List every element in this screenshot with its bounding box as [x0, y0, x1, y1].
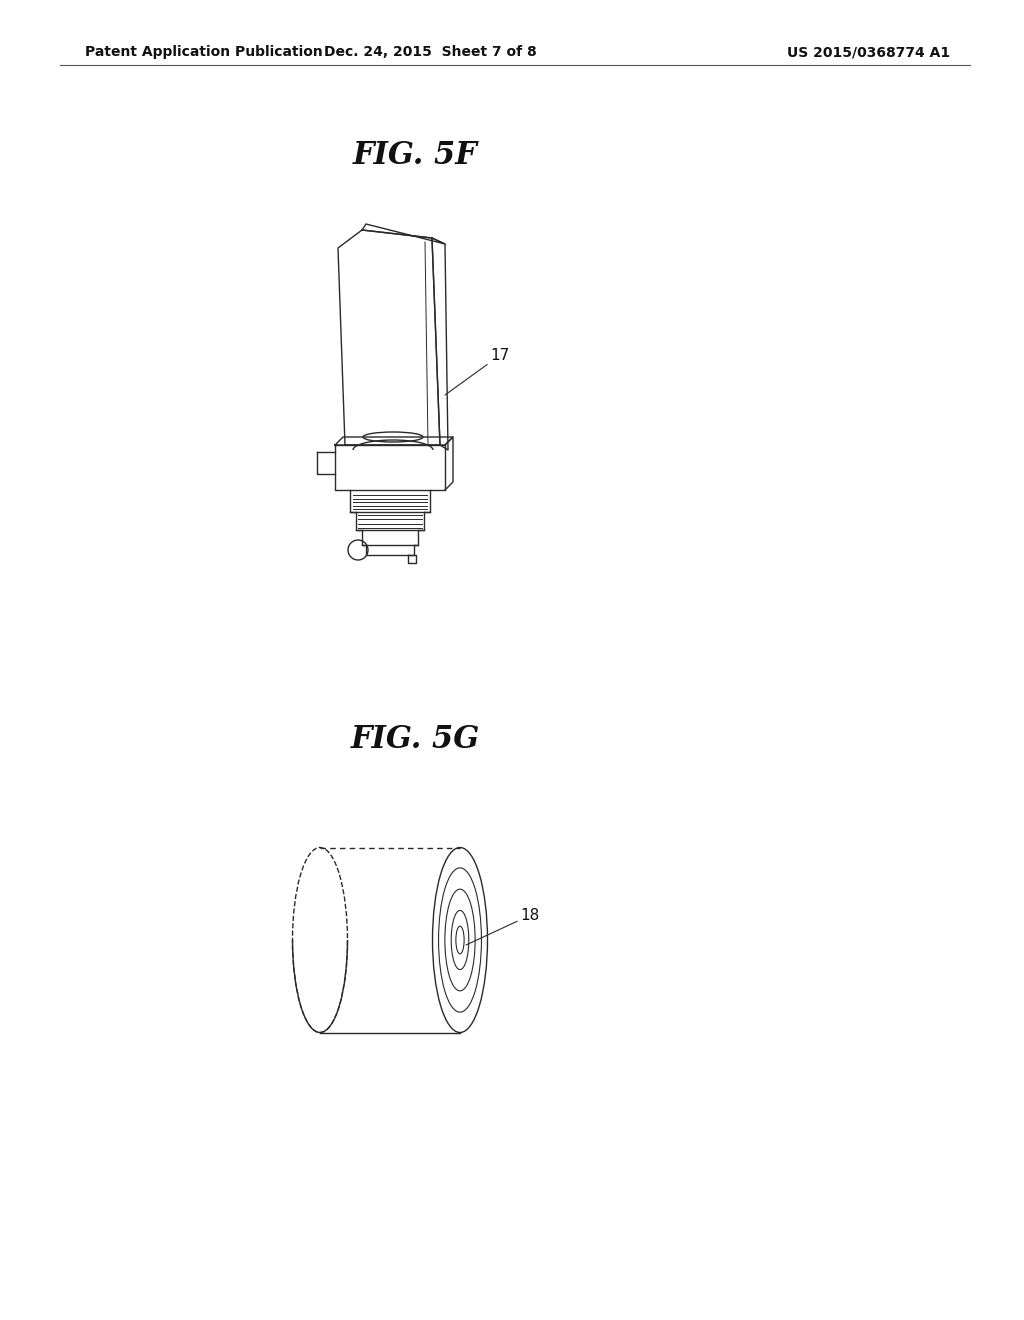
Text: FIG. 5F: FIG. 5F [352, 140, 477, 170]
Text: Dec. 24, 2015  Sheet 7 of 8: Dec. 24, 2015 Sheet 7 of 8 [324, 45, 537, 59]
Text: 18: 18 [466, 908, 540, 945]
Text: 17: 17 [445, 348, 509, 395]
Text: FIG. 5G: FIG. 5G [350, 725, 479, 755]
Text: US 2015/0368774 A1: US 2015/0368774 A1 [786, 45, 950, 59]
Text: Patent Application Publication: Patent Application Publication [85, 45, 323, 59]
